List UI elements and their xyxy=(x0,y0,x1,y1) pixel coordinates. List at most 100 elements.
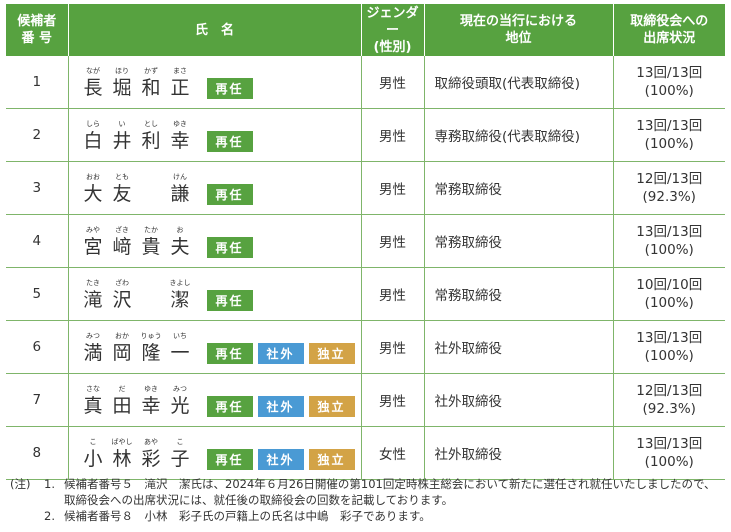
independent-badge: 独立 xyxy=(308,343,355,364)
footnote-label: (注) xyxy=(10,477,31,491)
furigana: こ xyxy=(89,438,97,446)
position: 常務取締役 xyxy=(423,267,613,321)
attendance: 13回/13回 (100%) xyxy=(612,214,725,268)
footnote-1: (注) 1. 候補者番号５ 滝沢 潔氏は、2024年６月26日開催の第101回定… xyxy=(10,476,725,508)
name-char: 滝たき xyxy=(79,279,108,311)
reelect-badge: 再任 xyxy=(206,396,253,417)
furigana: りゅう xyxy=(140,332,162,340)
header-attendance: 取締役会への 出席状況 xyxy=(612,4,725,56)
position: 社外取締役 xyxy=(423,373,613,427)
name-char: 貴たか xyxy=(137,226,166,258)
attendance: 13回/13回 (100%) xyxy=(612,56,725,109)
outside-badge: 社外 xyxy=(257,343,304,364)
reelect-badge: 再任 xyxy=(206,343,253,364)
attendance-rate: (100%) xyxy=(644,295,694,311)
attendance-count: 13回/13回 xyxy=(636,330,703,346)
reelect-badge: 再任 xyxy=(206,237,253,258)
name-char: 長なが xyxy=(79,67,108,99)
furigana: ばやし xyxy=(111,438,133,446)
independent-badge: 独立 xyxy=(308,396,355,417)
name-cell: 小こ林ばやし彩あや子こ再任 社外 独立 xyxy=(67,426,361,480)
furigana: なが xyxy=(86,67,100,75)
name-char xyxy=(137,290,166,311)
name-char xyxy=(137,184,166,205)
position: 常務取締役 xyxy=(423,214,613,268)
attendance-rate: (100%) xyxy=(644,136,694,152)
badges: 再任 xyxy=(206,131,253,152)
furigana: い xyxy=(118,120,126,128)
name-cell: 白しら井い利とし幸ゆき 再任 xyxy=(67,108,361,162)
outside-badge: 社外 xyxy=(257,396,304,417)
name-char: 夫お xyxy=(166,226,195,258)
candidates-table: 候補者番 号 氏 名 ジェンダー (性別) 現在の当行における 地位 取締役会への出… xyxy=(6,4,725,480)
name-char: 宮みや xyxy=(79,226,108,258)
candidate-number: 8 xyxy=(6,426,68,480)
furigana: だ xyxy=(118,385,126,393)
table-header-row: 候補者番 号 氏 名 ジェンダー (性別) 現在の当行における 地位 取締役会への出… xyxy=(6,4,725,56)
furigana: みや xyxy=(86,226,100,234)
attendance-rate: (100%) xyxy=(644,242,694,258)
attendance-count: 13回/13回 xyxy=(636,65,703,81)
name-char: 謙けん xyxy=(166,173,195,205)
footnote-number: 1. xyxy=(44,477,55,491)
furigana: たき xyxy=(86,279,100,287)
candidate-name: 小こ林ばやし彩あや子こ xyxy=(79,438,199,470)
attendance: 13回/13回 (100%) xyxy=(612,426,725,480)
name-char: 小こ xyxy=(79,438,108,470)
name-wrap: 小こ林ばやし彩あや子こ再任 社外 独立 xyxy=(69,427,361,479)
attendance-count: 13回/13回 xyxy=(636,118,703,134)
furigana: しら xyxy=(86,120,100,128)
candidate-name: 真さな田だ幸ゆき光みつ xyxy=(79,385,199,417)
attendance-count: 12回/13回 xyxy=(636,171,703,187)
name-char: 真さな xyxy=(79,385,108,417)
name-char: 幸ゆき xyxy=(166,120,195,152)
name-char: 岡おか xyxy=(108,332,137,364)
header-name: 氏 名 xyxy=(67,4,361,56)
furigana: ゆき xyxy=(144,385,158,393)
attendance-count: 13回/13回 xyxy=(636,224,703,240)
furigana: ざき xyxy=(115,226,129,234)
candidate-number: 7 xyxy=(6,373,68,427)
name-char: 林ばやし xyxy=(108,438,137,470)
name-char: 彩あや xyxy=(137,438,166,470)
gender: 男性 xyxy=(360,214,424,268)
independent-badge: 独立 xyxy=(308,449,355,470)
name-cell: 真さな田だ幸ゆき光みつ 再任 社外 独立 xyxy=(67,373,361,427)
name-cell: 長なが堀ほり和かず正まさ 再任 xyxy=(67,56,361,109)
name-wrap: 滝たき沢ざわ 潔きよし 再任 xyxy=(69,268,361,320)
badges: 再任 xyxy=(206,184,253,205)
name-char: 大おお xyxy=(79,173,108,205)
candidate-number: 2 xyxy=(6,108,68,162)
attendance-rate: (100%) xyxy=(644,83,694,99)
name-char: 田だ xyxy=(108,385,137,417)
position: 社外取締役 xyxy=(423,426,613,480)
furigana: こ xyxy=(176,438,184,446)
name-wrap: 白しら井い利とし幸ゆき 再任 xyxy=(69,109,361,161)
attendance: 13回/13回 (100%) xyxy=(612,320,725,374)
position: 社外取締役 xyxy=(423,320,613,374)
badges: 再任 社外 独立 xyxy=(206,343,355,364)
furigana: かず xyxy=(144,67,158,75)
attendance-count: 13回/13回 xyxy=(636,436,703,452)
name-wrap: 長なが堀ほり和かず正まさ 再任 xyxy=(69,56,361,108)
furigana: おか xyxy=(115,332,129,340)
attendance: 10回/10回 (100%) xyxy=(612,267,725,321)
candidate-name: 滝たき沢ざわ 潔きよし xyxy=(79,279,199,311)
name-cell: 大おお友とも 謙けん 再任 xyxy=(67,161,361,215)
name-char: 光みつ xyxy=(166,385,195,417)
badges: 再任 xyxy=(206,290,253,311)
name-cell: 満みつ岡おか隆りゅう一いち 再任 社外 独立 xyxy=(67,320,361,374)
name-char: 正まさ xyxy=(166,67,195,99)
table-row: 7 真さな田だ幸ゆき光みつ 再任 社外 独立 男性 社外取締役 12回/13回 (92.3%) xyxy=(6,373,725,427)
name-char: 潔きよし xyxy=(166,279,195,311)
attendance: 13回/13回 (100%) xyxy=(612,108,725,162)
reelect-badge: 再任 xyxy=(206,131,253,152)
furigana: ゆき xyxy=(173,120,187,128)
header-gender: ジェンダー (性別) xyxy=(360,4,424,56)
furigana: ほり xyxy=(115,67,129,75)
